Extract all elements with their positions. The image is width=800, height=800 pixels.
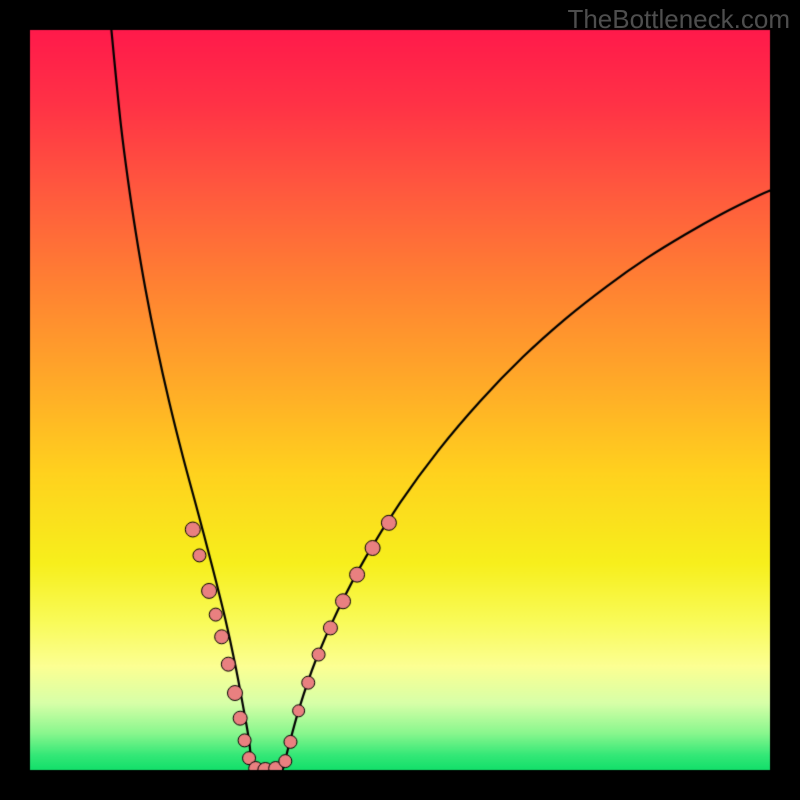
chart-stage: TheBottleneck.com — [0, 0, 800, 800]
bottleneck-curve-chart — [0, 0, 800, 800]
